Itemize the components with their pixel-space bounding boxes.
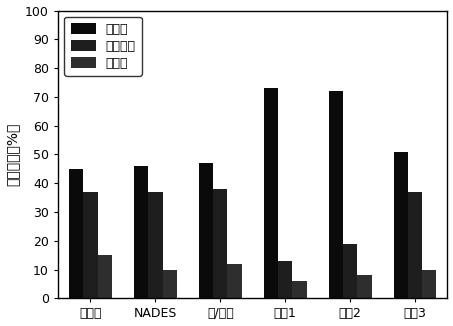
Bar [213,189,227,298]
Bar [148,192,163,298]
Bar [97,255,112,298]
Bar [199,163,213,298]
Bar [394,152,408,298]
Bar [264,88,278,298]
Y-axis label: 组分含量（%）: 组分含量（%） [5,123,19,186]
Bar [408,192,422,298]
Bar [278,261,292,298]
Bar [357,275,371,298]
Bar [134,166,148,298]
Bar [69,169,83,298]
Bar [343,244,357,298]
Bar [292,281,307,298]
Bar [83,192,97,298]
Legend: 纤维素, 半纤维素, 木质素: 纤维素, 半纤维素, 木质素 [64,17,142,76]
Bar [163,270,177,298]
Bar [227,264,242,298]
Bar [422,270,436,298]
Bar [329,91,343,298]
